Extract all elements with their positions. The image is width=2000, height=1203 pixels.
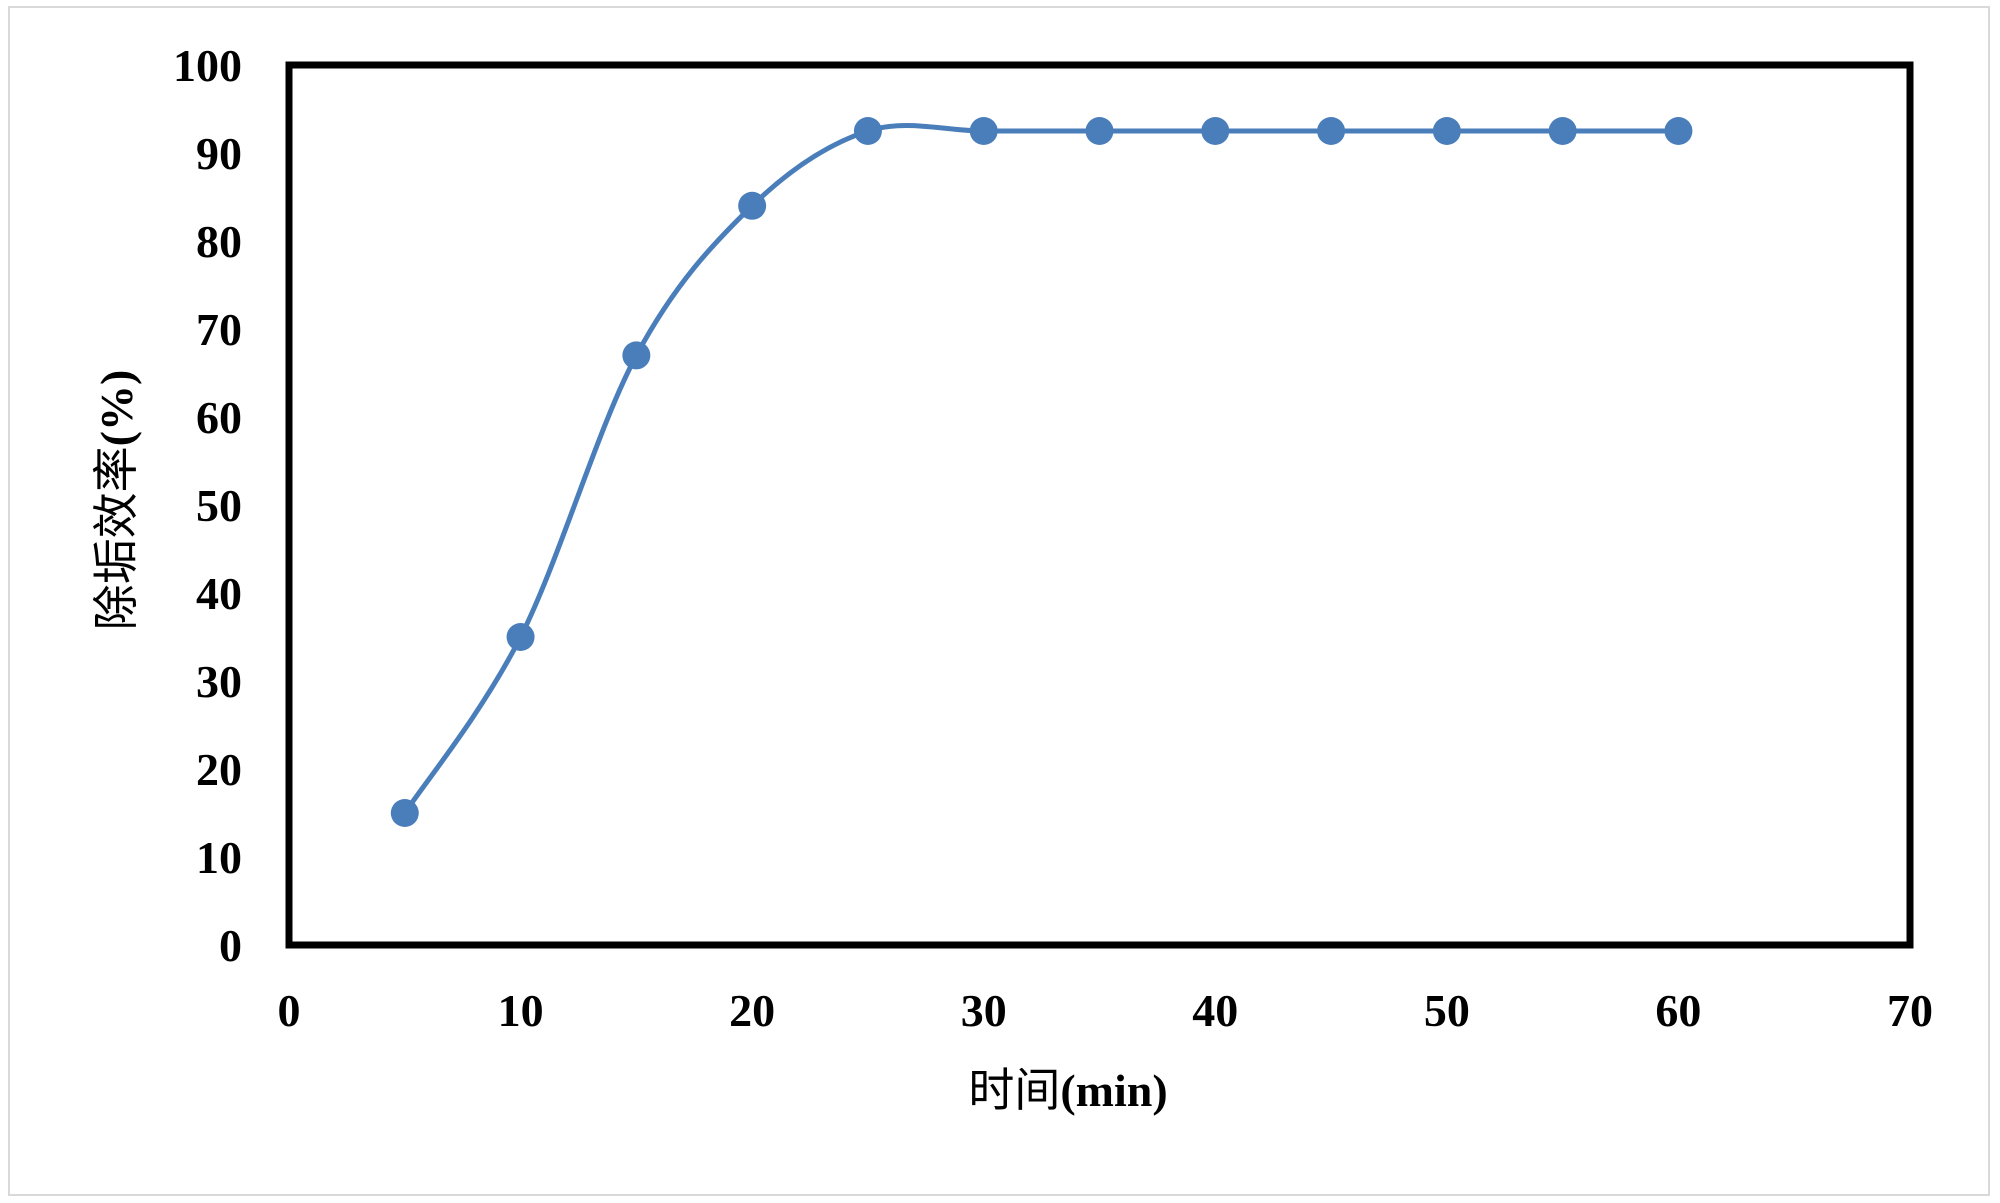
y-axis-title: 除垢效率(%): [91, 370, 142, 631]
x-tick-label: 20: [729, 985, 775, 1036]
x-tick-label: 70: [1887, 985, 1933, 1036]
x-tick-label: 50: [1424, 985, 1470, 1036]
y-tick-label: 40: [196, 568, 242, 619]
y-tick-label: 20: [196, 744, 242, 795]
x-tick-label: 40: [1192, 985, 1238, 1036]
x-axis-ticks: 0 10 20 30 40 50 60 70: [278, 985, 1934, 1036]
y-tick-label: 100: [173, 40, 242, 91]
x-tick-label: 10: [498, 985, 544, 1036]
data-point: [390, 799, 419, 827]
data-point: [1085, 117, 1114, 145]
data-point: [1432, 117, 1461, 145]
figure-frame: [8, 6, 1990, 1196]
series-points: [390, 117, 1693, 827]
data-point: [738, 191, 767, 220]
y-tick-label: 30: [196, 656, 242, 707]
data-point: [969, 117, 998, 145]
data-point: [1664, 117, 1693, 145]
y-tick-label: 70: [196, 304, 242, 355]
plot-area: [285, 61, 1914, 949]
x-tick-label: 60: [1655, 985, 1701, 1036]
data-point: [1317, 117, 1346, 145]
data-point: [622, 341, 651, 370]
data-point: [1548, 117, 1577, 145]
y-tick-label: 80: [196, 216, 242, 267]
y-tick-label: 50: [196, 480, 242, 531]
x-axis-title: 时间(min): [968, 1065, 1167, 1116]
data-point: [1201, 117, 1230, 145]
y-tick-label: 90: [196, 128, 242, 179]
y-tick-label: 0: [219, 920, 242, 971]
y-tick-label: 10: [196, 832, 242, 883]
y-tick-label: 60: [196, 392, 242, 443]
data-point: [853, 117, 882, 145]
x-tick-label: 30: [961, 985, 1007, 1036]
data-point: [506, 623, 535, 651]
y-axis-ticks: 0 10 20 30 40 50 60 70 80 90 100: [173, 40, 242, 971]
x-tick-label: 0: [278, 985, 301, 1036]
